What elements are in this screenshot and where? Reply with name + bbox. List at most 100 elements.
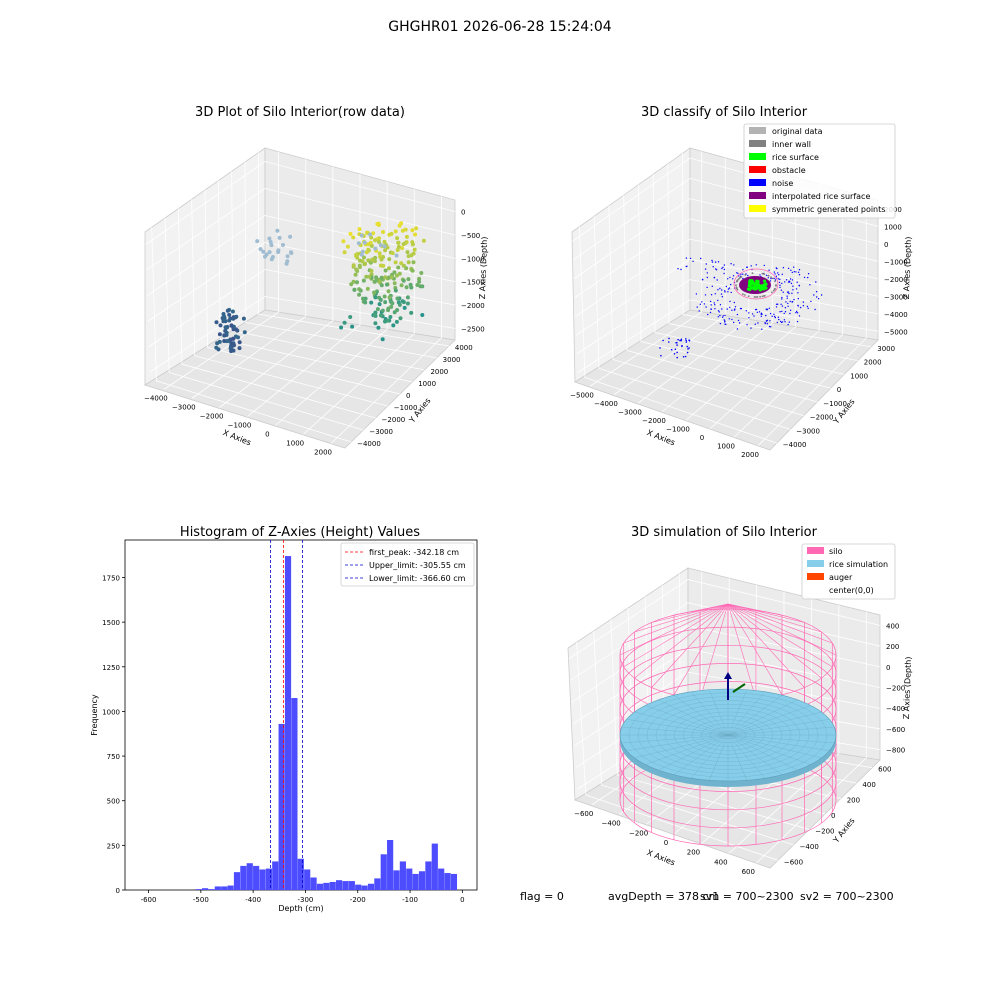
noise-point: [781, 321, 784, 323]
noise-point: [764, 322, 766, 324]
noise-point: [810, 300, 812, 303]
noise-point: [713, 277, 715, 279]
noise-point: [765, 320, 768, 322]
noise-point: [798, 269, 801, 271]
noise-point: [803, 276, 806, 279]
raw-point: [263, 254, 267, 259]
hist-bar: [208, 889, 215, 890]
raw-point: [285, 254, 290, 259]
hist-bar: [450, 873, 458, 890]
sim-ztick: −600: [886, 726, 905, 734]
cls-xgrid: [733, 190, 844, 438]
inner-wall-point: [737, 278, 740, 280]
cls-ytick: 0: [837, 386, 841, 394]
classify-legend-swatch: [749, 153, 766, 160]
noise-point: [746, 324, 748, 326]
hist-bar: [323, 882, 330, 890]
footer-flag: flag = 0: [520, 890, 564, 903]
raw-point: [409, 285, 414, 290]
raw-point: [398, 316, 403, 321]
raw-point: [411, 260, 416, 265]
rice-mesh-spoke: [727, 734, 798, 771]
cls-xtick: 0: [700, 434, 704, 442]
noise-point: [721, 289, 723, 291]
raw-zgrid: [146, 188, 456, 271]
raw-zgrid: [145, 161, 456, 246]
raw-point: [405, 301, 410, 306]
cls-zgrid: [574, 218, 879, 298]
raw-point: [289, 250, 293, 255]
cls-zgrid: [575, 238, 879, 317]
sim-ztick: −200: [886, 685, 905, 693]
raw-point: [396, 240, 401, 245]
rice-mesh-spoke: [727, 734, 835, 744]
footer-sv2: sv2 = 700~2300: [800, 890, 894, 903]
hist-ytick: 1750: [102, 575, 120, 583]
raw-point: [230, 309, 235, 314]
raw-xtick: −3000: [172, 404, 196, 412]
noise-point: [724, 291, 726, 293]
noise-point: [714, 308, 716, 310]
noise-point: [770, 277, 772, 280]
sim-ytick: −200: [815, 827, 834, 835]
hist-ytick: 1250: [102, 664, 120, 672]
noise-point: [769, 312, 772, 315]
rice-surface-point: [746, 287, 751, 291]
raw-point: [351, 235, 356, 240]
noise-point: [719, 304, 722, 306]
noise-point: [778, 274, 780, 276]
raw-point: [409, 310, 414, 315]
raw-point: [223, 328, 228, 333]
raw-point: [365, 286, 370, 291]
cls-ygrid: [578, 226, 777, 444]
raw-point: [368, 232, 373, 237]
raw-point: [370, 257, 375, 262]
raw-point: [362, 240, 367, 245]
footer-sv1: sv1 = 700~2300: [700, 890, 794, 903]
raw-point: [354, 267, 359, 272]
raw-point: [382, 294, 387, 299]
hist-bar: [316, 883, 324, 890]
rice-mesh-spoke: [645, 705, 729, 736]
raw-point: [376, 221, 381, 226]
noise-point: [733, 264, 735, 266]
cls-xtick: 2000: [741, 451, 759, 459]
noise-point: [685, 339, 687, 342]
noise-point: [728, 287, 731, 289]
raw-point: [387, 257, 392, 262]
panel-simulation: 3D simulation of Silo Interior −600−400−…: [567, 525, 913, 876]
hist-bar: [201, 888, 209, 890]
rice-mesh-spoke: [690, 734, 729, 779]
hist-xtick: -400: [245, 896, 261, 904]
noise-point: [784, 281, 786, 283]
noise-point: [768, 325, 771, 328]
noise-point: [785, 279, 788, 281]
rice-mesh-spoke: [727, 734, 766, 779]
noise-point: [686, 345, 689, 348]
raw-point: [214, 320, 219, 325]
sim-xlabel: X Axies: [646, 848, 677, 867]
hist-legend-label: Lower_limit: -366.60 cm: [369, 574, 466, 583]
raw-point: [379, 283, 384, 288]
sim-legend-swatch: [807, 573, 824, 580]
noise-point: [766, 309, 768, 311]
rice-mesh-spoke: [727, 719, 830, 736]
noise-point: [787, 305, 789, 307]
raw-point: [349, 282, 354, 287]
hist-bar: [425, 861, 432, 890]
raw-point: [390, 301, 395, 306]
hist-bar: [233, 872, 241, 890]
raw-point: [369, 300, 374, 305]
cls-ytick: −4000: [783, 441, 807, 449]
raw-ytick: 4000: [455, 344, 473, 352]
rice-mesh-spoke: [673, 695, 729, 736]
raw-point: [412, 247, 417, 252]
noise-point: [717, 316, 719, 318]
silo-roof-line: [623, 603, 729, 644]
inner-wall-point: [736, 288, 739, 291]
rice-mesh-spoke: [727, 689, 747, 736]
noise-point: [719, 314, 721, 317]
silo-roof-line: [623, 603, 729, 668]
cls-zgrid: [573, 198, 879, 280]
raw-point: [276, 248, 281, 253]
